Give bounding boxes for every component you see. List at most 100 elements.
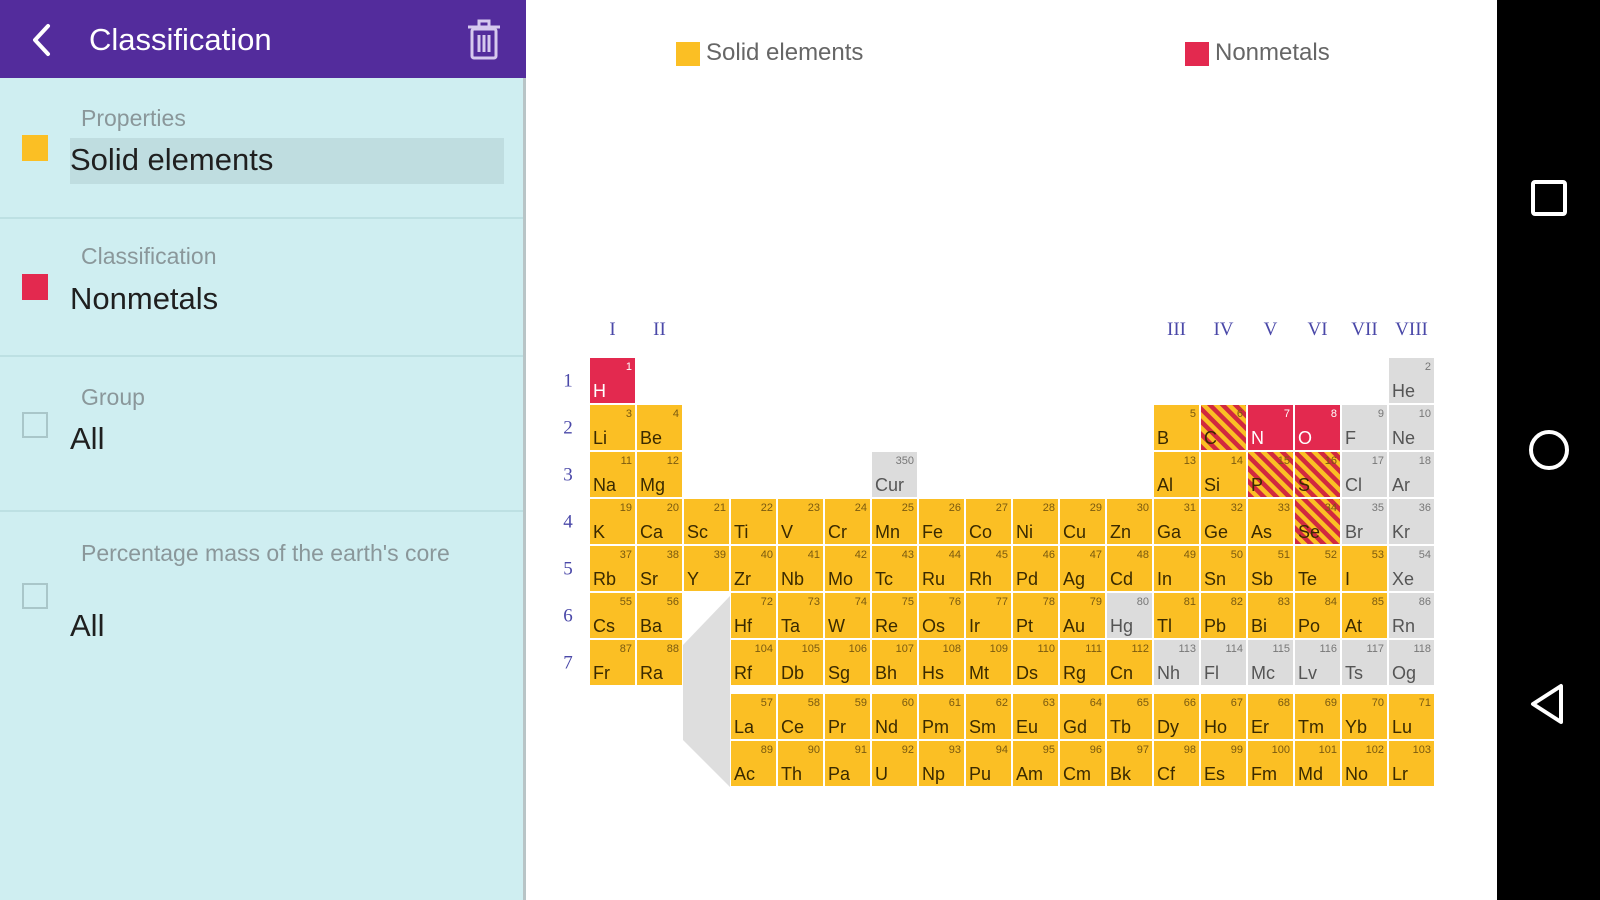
element-cell-pa[interactable]: 91 Pa <box>825 741 870 786</box>
element-cell-cu[interactable]: 29 Cu <box>1060 499 1105 544</box>
element-cell-rg[interactable]: 111 Rg <box>1060 640 1105 685</box>
element-cell-tc[interactable]: 43 Tc <box>872 546 917 591</box>
element-cell-sn[interactable]: 50 Sn <box>1201 546 1246 591</box>
element-cell-yb[interactable]: 70 Yb <box>1342 694 1387 739</box>
element-cell-si[interactable]: 14 Si <box>1201 452 1246 497</box>
element-cell-bh[interactable]: 107 Bh <box>872 640 917 685</box>
element-cell-i[interactable]: 53 I <box>1342 546 1387 591</box>
element-cell-he[interactable]: 2 He <box>1389 358 1434 403</box>
element-cell-cr[interactable]: 24 Cr <box>825 499 870 544</box>
element-cell-hs[interactable]: 108 Hs <box>919 640 964 685</box>
element-cell-ho[interactable]: 67 Ho <box>1201 694 1246 739</box>
element-cell-sb[interactable]: 51 Sb <box>1248 546 1293 591</box>
group-checkbox[interactable] <box>22 412 48 438</box>
element-cell-er[interactable]: 68 Er <box>1248 694 1293 739</box>
element-cell-cm[interactable]: 96 Cm <box>1060 741 1105 786</box>
filter-row-earth-core-mass[interactable]: Percentage mass of the earth's core All <box>0 512 526 662</box>
element-cell-pu[interactable]: 94 Pu <box>966 741 1011 786</box>
element-cell-cs[interactable]: 55 Cs <box>590 593 635 638</box>
element-cell-fm[interactable]: 100 Fm <box>1248 741 1293 786</box>
element-cell-rn[interactable]: 86 Rn <box>1389 593 1434 638</box>
element-cell-sc[interactable]: 21 Sc <box>684 499 729 544</box>
element-cell-ba[interactable]: 56 Ba <box>637 593 682 638</box>
element-cell-kr[interactable]: 36 Kr <box>1389 499 1434 544</box>
element-cell-pt[interactable]: 78 Pt <box>1013 593 1058 638</box>
element-cell-ir[interactable]: 77 Ir <box>966 593 1011 638</box>
element-cell-la[interactable]: 57 La <box>731 694 776 739</box>
element-cell-n[interactable]: 7N <box>1248 405 1293 450</box>
element-cell-p[interactable]: 15 P <box>1248 452 1293 497</box>
element-cell-nb[interactable]: 41 Nb <box>778 546 823 591</box>
element-cell-o[interactable]: 8O <box>1295 405 1340 450</box>
back-triangle-icon[interactable] <box>1521 676 1577 732</box>
element-cell-po[interactable]: 84 Po <box>1295 593 1340 638</box>
element-cell-dy[interactable]: 66 Dy <box>1154 694 1199 739</box>
element-cell-u[interactable]: 92 U <box>872 741 917 786</box>
element-cell-h[interactable]: 1H <box>590 358 635 403</box>
filter-row-group[interactable]: Group All <box>0 357 526 511</box>
element-cell-c[interactable]: 6C <box>1201 405 1246 450</box>
element-cell-lu[interactable]: 71 Lu <box>1389 694 1434 739</box>
element-cell-b[interactable]: 5B <box>1154 405 1199 450</box>
element-cell-fe[interactable]: 26 Fe <box>919 499 964 544</box>
element-cell-fr[interactable]: 87 Fr <box>590 640 635 685</box>
element-cell-k[interactable]: 19 K <box>590 499 635 544</box>
element-cell-ru[interactable]: 44 Ru <box>919 546 964 591</box>
element-cell-md[interactable]: 101 Md <box>1295 741 1340 786</box>
element-cell-ne[interactable]: 10 Ne <box>1389 405 1434 450</box>
element-cell-w[interactable]: 74 W <box>825 593 870 638</box>
element-cell-rb[interactable]: 37 Rb <box>590 546 635 591</box>
element-cell-bi[interactable]: 83 Bi <box>1248 593 1293 638</box>
filter-row-properties[interactable]: Properties Solid elements <box>0 78 526 218</box>
element-cell-al[interactable]: 13 Al <box>1154 452 1199 497</box>
element-cell-sr[interactable]: 38 Sr <box>637 546 682 591</box>
element-cell-zr[interactable]: 40 Zr <box>731 546 776 591</box>
element-cell-og[interactable]: 118 Og <box>1389 640 1434 685</box>
element-cell-ar[interactable]: 18 Ar <box>1389 452 1434 497</box>
element-cell-cf[interactable]: 98 Cf <box>1154 741 1199 786</box>
element-cell-na[interactable]: 11 Na <box>590 452 635 497</box>
element-cell-y[interactable]: 39 Y <box>684 546 729 591</box>
element-cell-pd[interactable]: 46 Pd <box>1013 546 1058 591</box>
element-cell-cd[interactable]: 48 Cd <box>1107 546 1152 591</box>
element-cell-ta[interactable]: 73 Ta <box>778 593 823 638</box>
element-cell-te[interactable]: 52 Te <box>1295 546 1340 591</box>
element-cell-cn[interactable]: 112 Cn <box>1107 640 1152 685</box>
element-cell-db[interactable]: 105 Db <box>778 640 823 685</box>
element-cell-ce[interactable]: 58 Ce <box>778 694 823 739</box>
home-icon[interactable] <box>1521 422 1577 478</box>
element-cell-pb[interactable]: 82 Pb <box>1201 593 1246 638</box>
element-cell-li[interactable]: 3 Li <box>590 405 635 450</box>
element-cell-in[interactable]: 49 In <box>1154 546 1199 591</box>
element-cell-f[interactable]: 9F <box>1342 405 1387 450</box>
element-cell-fl[interactable]: 114 Fl <box>1201 640 1246 685</box>
filter-row-classification[interactable]: Classification Nonmetals <box>0 219 526 357</box>
element-cell-br[interactable]: 35 Br <box>1342 499 1387 544</box>
element-cell-au[interactable]: 79 Au <box>1060 593 1105 638</box>
element-cell-ag[interactable]: 47 Ag <box>1060 546 1105 591</box>
recent-apps-icon[interactable] <box>1521 170 1577 226</box>
element-cell-v[interactable]: 23 V <box>778 499 823 544</box>
element-cell-se[interactable]: 34 Se <box>1295 499 1340 544</box>
element-cell-co[interactable]: 27 Co <box>966 499 1011 544</box>
element-cell-nh[interactable]: 113 Nh <box>1154 640 1199 685</box>
element-cell-eu[interactable]: 63 Eu <box>1013 694 1058 739</box>
element-cell-es[interactable]: 99 Es <box>1201 741 1246 786</box>
trash-icon[interactable] <box>464 18 504 62</box>
back-arrow-icon[interactable] <box>26 20 62 60</box>
element-cell-ti[interactable]: 22 Ti <box>731 499 776 544</box>
element-cell-as[interactable]: 33 As <box>1248 499 1293 544</box>
